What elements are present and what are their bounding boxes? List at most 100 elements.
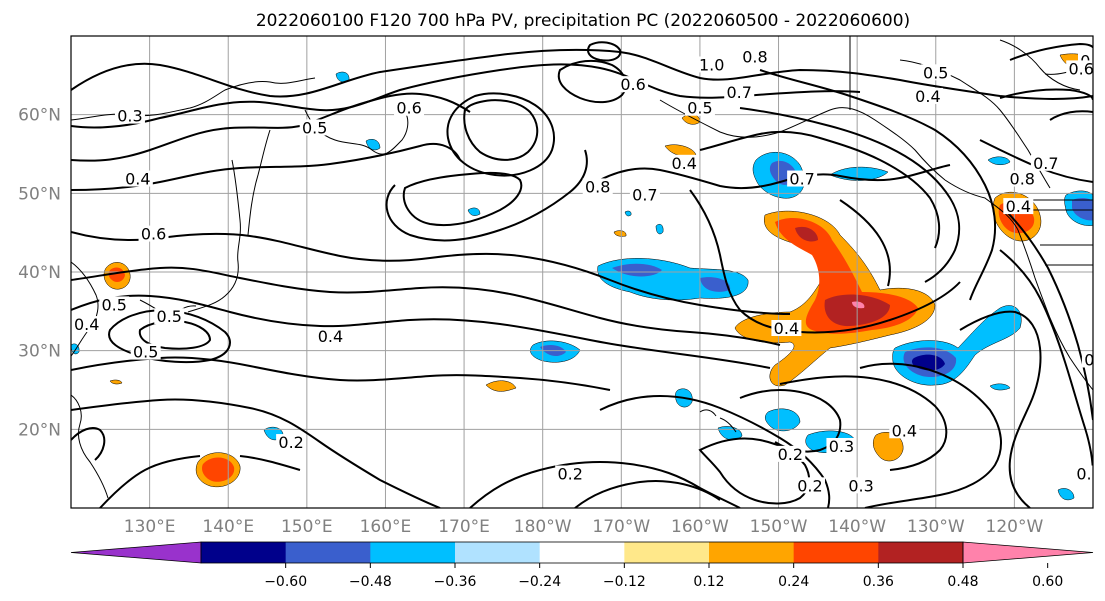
contour-label-text: 0.6 [1068, 59, 1093, 78]
contour-label-text: 1.0 [699, 55, 724, 74]
y-tick-label: 40°N [18, 263, 61, 283]
contour-label-halo [99, 296, 130, 313]
contour-label-text: 0.5 [687, 99, 712, 118]
contour-label-text: 0.4 [915, 87, 940, 106]
contour-label-halo [1003, 198, 1034, 215]
contour-label-text: 0.8 [1010, 170, 1035, 189]
contour-label: 0.6 [618, 75, 649, 94]
precip-neg-region [1057, 488, 1075, 501]
contour-label-text: 0.4 [74, 315, 99, 334]
x-tick-label: 130°W [907, 517, 965, 537]
contour-label-halo [130, 343, 161, 360]
contour-label: 0.4 [71, 315, 102, 334]
contour-label: 0.6 [138, 225, 169, 244]
contour-label-halo [154, 308, 185, 325]
contour-label: 0.2 [775, 445, 806, 464]
precip-pos-region [795, 226, 818, 242]
contour-label: 0.5 [920, 63, 951, 82]
x-tick-label: 120°W [986, 517, 1044, 537]
x-axis-ticks: 130°E 140°E 150°E 160°E 170°E 180°W 170°W 160°W… [124, 517, 1044, 537]
precip-neg-region [987, 156, 1011, 165]
x-tick-label: 140°E [202, 517, 254, 537]
contour-label: 0.4 [889, 421, 920, 440]
contour-label: 0.3 [114, 107, 145, 126]
colorbar-swatch [455, 542, 541, 563]
contour-label-text: 0.6 [141, 225, 166, 244]
contour-label-halo [724, 84, 755, 100]
contour-label-text: 0.7 [632, 185, 657, 204]
precip-pos-region [852, 301, 865, 309]
contour-label-text: 0.4 [1084, 350, 1105, 369]
colorbar-swatch [624, 542, 710, 563]
contour-label: 0.7 [629, 185, 660, 204]
contour-label: 0.2 [794, 476, 825, 495]
contour-label-text: 0.4 [892, 421, 917, 440]
contour-label: 0.8 [582, 177, 613, 196]
contour-label-halo [684, 99, 715, 116]
chart-title: 2022060100 F120 700 hPa PV, precipitatio… [256, 11, 910, 31]
contour-label: 0.5 [299, 118, 330, 137]
contour-label: 0.4 [1094, 83, 1105, 102]
contour-label-text: 0.8 [742, 48, 767, 67]
pv-contours [71, 41, 1093, 508]
contour-label-text: 0.2 [797, 476, 822, 495]
precip-pos-region [109, 379, 123, 385]
contour-label: 0.6 [1066, 59, 1093, 78]
contour-label-text: 0.3 [848, 476, 873, 495]
colorbar-tick-label: 0.60 [1032, 574, 1063, 590]
contour-label-halo [114, 107, 145, 124]
contour-label-halo [1074, 465, 1093, 482]
y-tick-label: 60°N [18, 106, 61, 126]
x-tick-label: 180°W [514, 517, 572, 537]
contour-label-text: 0.8 [585, 177, 610, 196]
contour-label-text: 0.6 [396, 99, 421, 118]
precip-neg-region [765, 408, 801, 432]
contour-label: 0.2 [555, 465, 586, 484]
contour-label: 0.7 [724, 83, 755, 102]
precip-pos-region [613, 230, 627, 237]
contour-label: 1.0 [696, 55, 727, 74]
colorbar-swatch [878, 542, 964, 563]
x-tick-label: 140°W [828, 517, 886, 537]
map-plot-area: 1.0 0.80.70.60.50.50.40.40.30.40.50.60.60… [71, 36, 1105, 508]
contour-label-text: 0.3 [829, 437, 854, 456]
y-axis-ticks: 20°N 30°N 40°N 50°N 60°N [18, 106, 61, 441]
contour-label-halo [1007, 170, 1038, 187]
contour-label-halo [582, 178, 613, 195]
y-tick-label: 20°N [18, 420, 61, 440]
contour-label-halo [618, 76, 649, 93]
contour-label: 0.4 [1081, 350, 1105, 369]
contour-label-halo [920, 64, 951, 81]
contour-label: 0.3 [826, 437, 857, 456]
contour-label-halo [299, 119, 330, 136]
colorbar-tick-label: 0.24 [778, 574, 809, 590]
precip-neg-region [624, 210, 632, 217]
x-tick-label: 130°E [124, 517, 176, 537]
precip-neg-region [655, 224, 664, 235]
x-tick-label: 160°E [360, 517, 412, 537]
precipitation-fills [71, 53, 1093, 501]
x-tick-label: 170°W [592, 517, 650, 537]
contour-label-text: 0.5 [923, 63, 948, 82]
contour-label-halo [122, 170, 153, 187]
contour-label-text: 0.7 [789, 170, 814, 189]
colorbar-swatch [709, 542, 795, 563]
contour-label: 0.4 [122, 170, 153, 189]
precip-pos-region [485, 380, 517, 392]
contour-label-text: 0.4 [125, 170, 150, 189]
contour-label-text: 0.6 [620, 75, 645, 94]
graticule [71, 36, 1093, 508]
contour-label-text: 0.4 [1096, 83, 1105, 102]
contour-label-text: 0.4 [318, 327, 343, 346]
contour-label-halo [794, 477, 825, 494]
contour-label: 0.2 [276, 433, 307, 452]
colorbar-tick-label: 0.36 [863, 574, 894, 590]
precip-neg-region [365, 139, 381, 151]
contour-label: 0.5 [154, 307, 185, 326]
colorbar-extend-low [70, 541, 202, 564]
contour-label-halo [787, 170, 818, 187]
contour-label-halo [1066, 60, 1093, 77]
contour-label: 0.4 [771, 319, 802, 338]
contour-label: 0.4 [912, 87, 943, 106]
contour-label-halo [771, 320, 802, 336]
